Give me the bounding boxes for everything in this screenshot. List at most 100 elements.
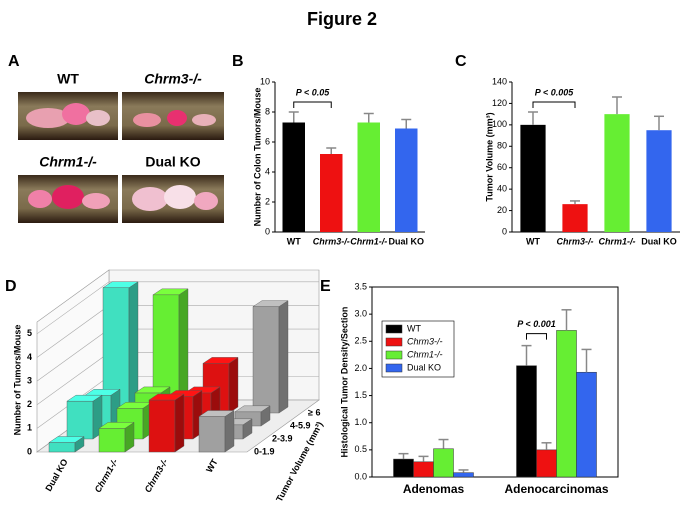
bar [393, 458, 414, 478]
y-tick-label: 0 [27, 446, 32, 456]
y-axis-label: Tumor Volume (mm³) [484, 112, 494, 201]
x-tick-label: Adenocarcinomas [504, 482, 608, 496]
bar [646, 130, 672, 232]
bar-3d-top [48, 436, 85, 443]
bar [320, 154, 343, 232]
bar-3d-top [202, 357, 239, 364]
bar [520, 124, 546, 232]
x-tick-label: Dual KO [641, 236, 677, 246]
y-tick-label: 2 [265, 196, 270, 206]
grid-line [36, 281, 319, 335]
depth-tick-label: 4-5.9 [290, 420, 311, 430]
panel-letter: B [232, 53, 244, 70]
x-tick-label: WT [204, 457, 220, 475]
x-tick-label: WT [287, 236, 301, 246]
x-tick-label: Chrm1-/- [598, 236, 635, 246]
photo [18, 175, 118, 223]
y-tick-label: 0 [502, 226, 507, 236]
annotation: P < 0.005 [535, 87, 574, 97]
bar-3d-top [84, 389, 121, 396]
legend-label: Chrm3-/- [407, 336, 443, 346]
bar [282, 122, 305, 232]
bar [576, 371, 597, 478]
y-tick-label: 1 [27, 423, 32, 433]
panel-letter: A [8, 53, 20, 70]
y-axis-label: Number of Tumors/Mouse [12, 325, 22, 436]
y-tick-label: 120 [492, 98, 507, 108]
legend-label: Chrm1-/- [407, 349, 443, 359]
bar-3d-top [102, 281, 139, 288]
panel-letter: E [320, 278, 331, 295]
photo [122, 175, 224, 223]
bar-3d-front [198, 416, 226, 453]
y-tick-label: 0 [265, 226, 270, 236]
x-tick-label: Chrm3-/- [313, 236, 350, 246]
y-tick-label: 0.5 [354, 444, 367, 454]
photo-label: Chrm1-/- [39, 154, 97, 170]
bar [556, 330, 577, 478]
bar-3d-front [252, 306, 280, 414]
photo [122, 92, 224, 140]
legend-swatch [385, 337, 403, 347]
x-tick-label: Dual KO [388, 236, 424, 246]
y-tick-label: 10 [260, 76, 270, 86]
y-tick-label: 40 [497, 184, 507, 194]
bar-3d-top [66, 394, 103, 402]
panel-letter: C [455, 53, 467, 70]
depth-tick-label: ≥ 6 [308, 407, 320, 417]
significance-bracket [293, 101, 332, 108]
depth-tick-label: 2-3.9 [272, 433, 293, 443]
bar-3d-top [148, 393, 185, 401]
y-tick-label: 8 [265, 106, 270, 116]
legend-swatch [385, 350, 403, 360]
bar-3d-top [152, 288, 189, 296]
y-tick-label: 6 [265, 136, 270, 146]
y-tick-label: 20 [497, 205, 507, 215]
photo-label: Chrm3-/- [144, 71, 202, 87]
legend-swatch [385, 324, 403, 334]
y-tick-label: 5 [27, 328, 32, 338]
x-tick-label: Chrm3-/- [143, 457, 170, 494]
y-tick-label: 140 [492, 76, 507, 86]
y-axis-label: Number of Colon Tumors/Mouse [252, 88, 262, 227]
panel-letter: D [5, 278, 17, 295]
bar [395, 128, 418, 232]
y-tick-label: 4 [265, 166, 270, 176]
y-tick-label: 3.0 [354, 309, 367, 319]
photo-label: WT [57, 71, 79, 87]
bar [453, 472, 474, 478]
bar [536, 449, 557, 478]
bar-3d-side [228, 356, 239, 414]
y-tick-label: 1.0 [354, 417, 367, 427]
bar [604, 114, 630, 232]
significance-bracket [526, 333, 547, 340]
bar [357, 122, 380, 232]
figure-title: Figure 2 [307, 9, 377, 29]
photo-label: Dual KO [145, 154, 200, 170]
y-tick-label: 60 [497, 162, 507, 172]
bar [413, 461, 434, 478]
x-tick-label: Chrm3-/- [556, 236, 593, 246]
bar [562, 204, 588, 232]
y-tick-label: 3.5 [354, 281, 367, 291]
bar-3d-top [98, 422, 135, 429]
x-tick-label: Chrm1-/- [350, 236, 387, 246]
y-tick-label: 4 [27, 352, 32, 362]
bar-3d-top [234, 405, 271, 413]
bar-3d-top [198, 410, 235, 417]
y-tick-label: 80 [497, 141, 507, 151]
annotation: P < 0.001 [517, 319, 555, 329]
photo [18, 92, 118, 140]
depth-tick-label: 0-1.9 [254, 446, 275, 456]
bar-3d-top [252, 300, 289, 307]
bar-3d-front [148, 399, 176, 453]
y-tick-label: 100 [492, 119, 507, 129]
significance-bracket [532, 101, 576, 108]
bar-3d-side [224, 410, 235, 453]
y-tick-label: 2.0 [354, 363, 367, 373]
legend-label: WT [407, 323, 421, 333]
y-tick-label: 0.0 [354, 471, 367, 481]
x-tick-label: WT [526, 236, 540, 246]
y-tick-label: 2 [27, 399, 32, 409]
bar-3d-side [278, 300, 289, 414]
